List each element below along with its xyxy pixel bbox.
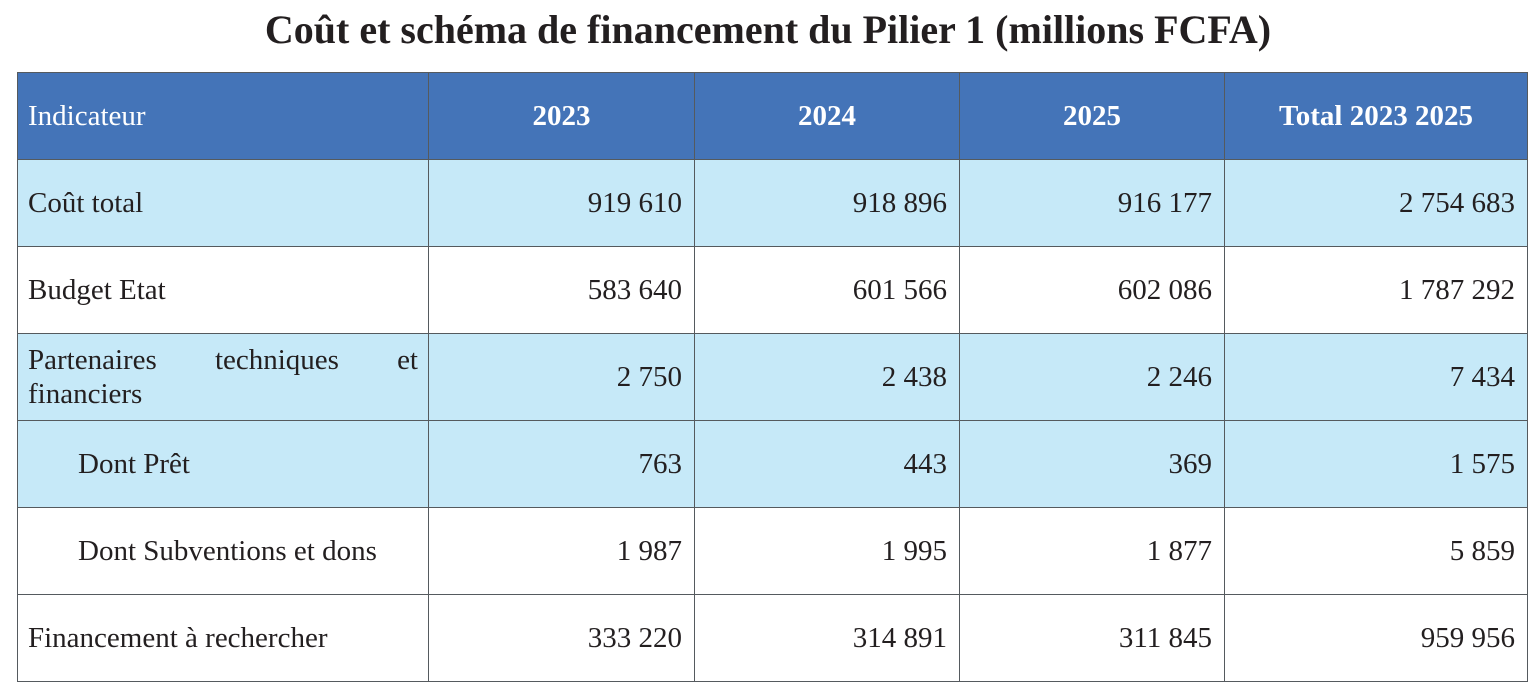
cell-2023: 2 750 (428, 333, 695, 421)
cell-total: 7 434 (1224, 333, 1528, 421)
cell-total: 959 956 (1224, 594, 1528, 682)
cell-2025: 602 086 (959, 246, 1225, 334)
cell-total: 1 787 292 (1224, 246, 1528, 334)
cell-total: 2 754 683 (1224, 159, 1528, 247)
header-row: Indicateur 2023 2024 2025 Total 2023 202… (17, 72, 1528, 160)
cell-total: 1 575 (1224, 420, 1528, 508)
cell-2025: 916 177 (959, 159, 1225, 247)
cell-2024: 314 891 (694, 594, 960, 682)
row-label: Partenaires techniques et financiers (17, 333, 429, 421)
table-row-cout-total: Coût total 919 610 918 896 916 177 2 754… (17, 159, 1528, 247)
cell-2024: 443 (694, 420, 960, 508)
cell-2024: 2 438 (694, 333, 960, 421)
table-row-dont-pret: Dont Prêt 763 443 369 1 575 (17, 420, 1528, 508)
header-2024: 2024 (694, 72, 960, 160)
cell-2025: 1 877 (959, 507, 1225, 595)
financing-table: Indicateur 2023 2024 2025 Total 2023 202… (17, 72, 1528, 682)
table-row-budget-etat: Budget Etat 583 640 601 566 602 086 1 78… (17, 246, 1528, 334)
header-indicateur: Indicateur (17, 72, 429, 160)
cell-2023: 763 (428, 420, 695, 508)
row-label: Dont Subventions et dons (17, 507, 429, 595)
header-2023: 2023 (428, 72, 695, 160)
cell-2024: 918 896 (694, 159, 960, 247)
cell-total: 5 859 (1224, 507, 1528, 595)
cell-2023: 333 220 (428, 594, 695, 682)
row-label: Dont Prêt (17, 420, 429, 508)
cell-2023: 583 640 (428, 246, 695, 334)
table-row-dont-subventions: Dont Subventions et dons 1 987 1 995 1 8… (17, 507, 1528, 595)
cell-2025: 311 845 (959, 594, 1225, 682)
cell-2023: 1 987 (428, 507, 695, 595)
header-total: Total 2023 2025 (1224, 72, 1528, 160)
cell-2024: 1 995 (694, 507, 960, 595)
table-row-partenaires: Partenaires techniques et financiers 2 7… (17, 333, 1528, 421)
row-label: Coût total (17, 159, 429, 247)
cell-2025: 369 (959, 420, 1225, 508)
row-label: Financement à rechercher (17, 594, 429, 682)
header-2025: 2025 (959, 72, 1225, 160)
row-label: Budget Etat (17, 246, 429, 334)
cell-2023: 919 610 (428, 159, 695, 247)
table-row-financement-a-rechercher: Financement à rechercher 333 220 314 891… (17, 594, 1528, 682)
cell-2025: 2 246 (959, 333, 1225, 421)
cell-2024: 601 566 (694, 246, 960, 334)
table-title: Coût et schéma de financement du Pilier … (264, 7, 1272, 52)
